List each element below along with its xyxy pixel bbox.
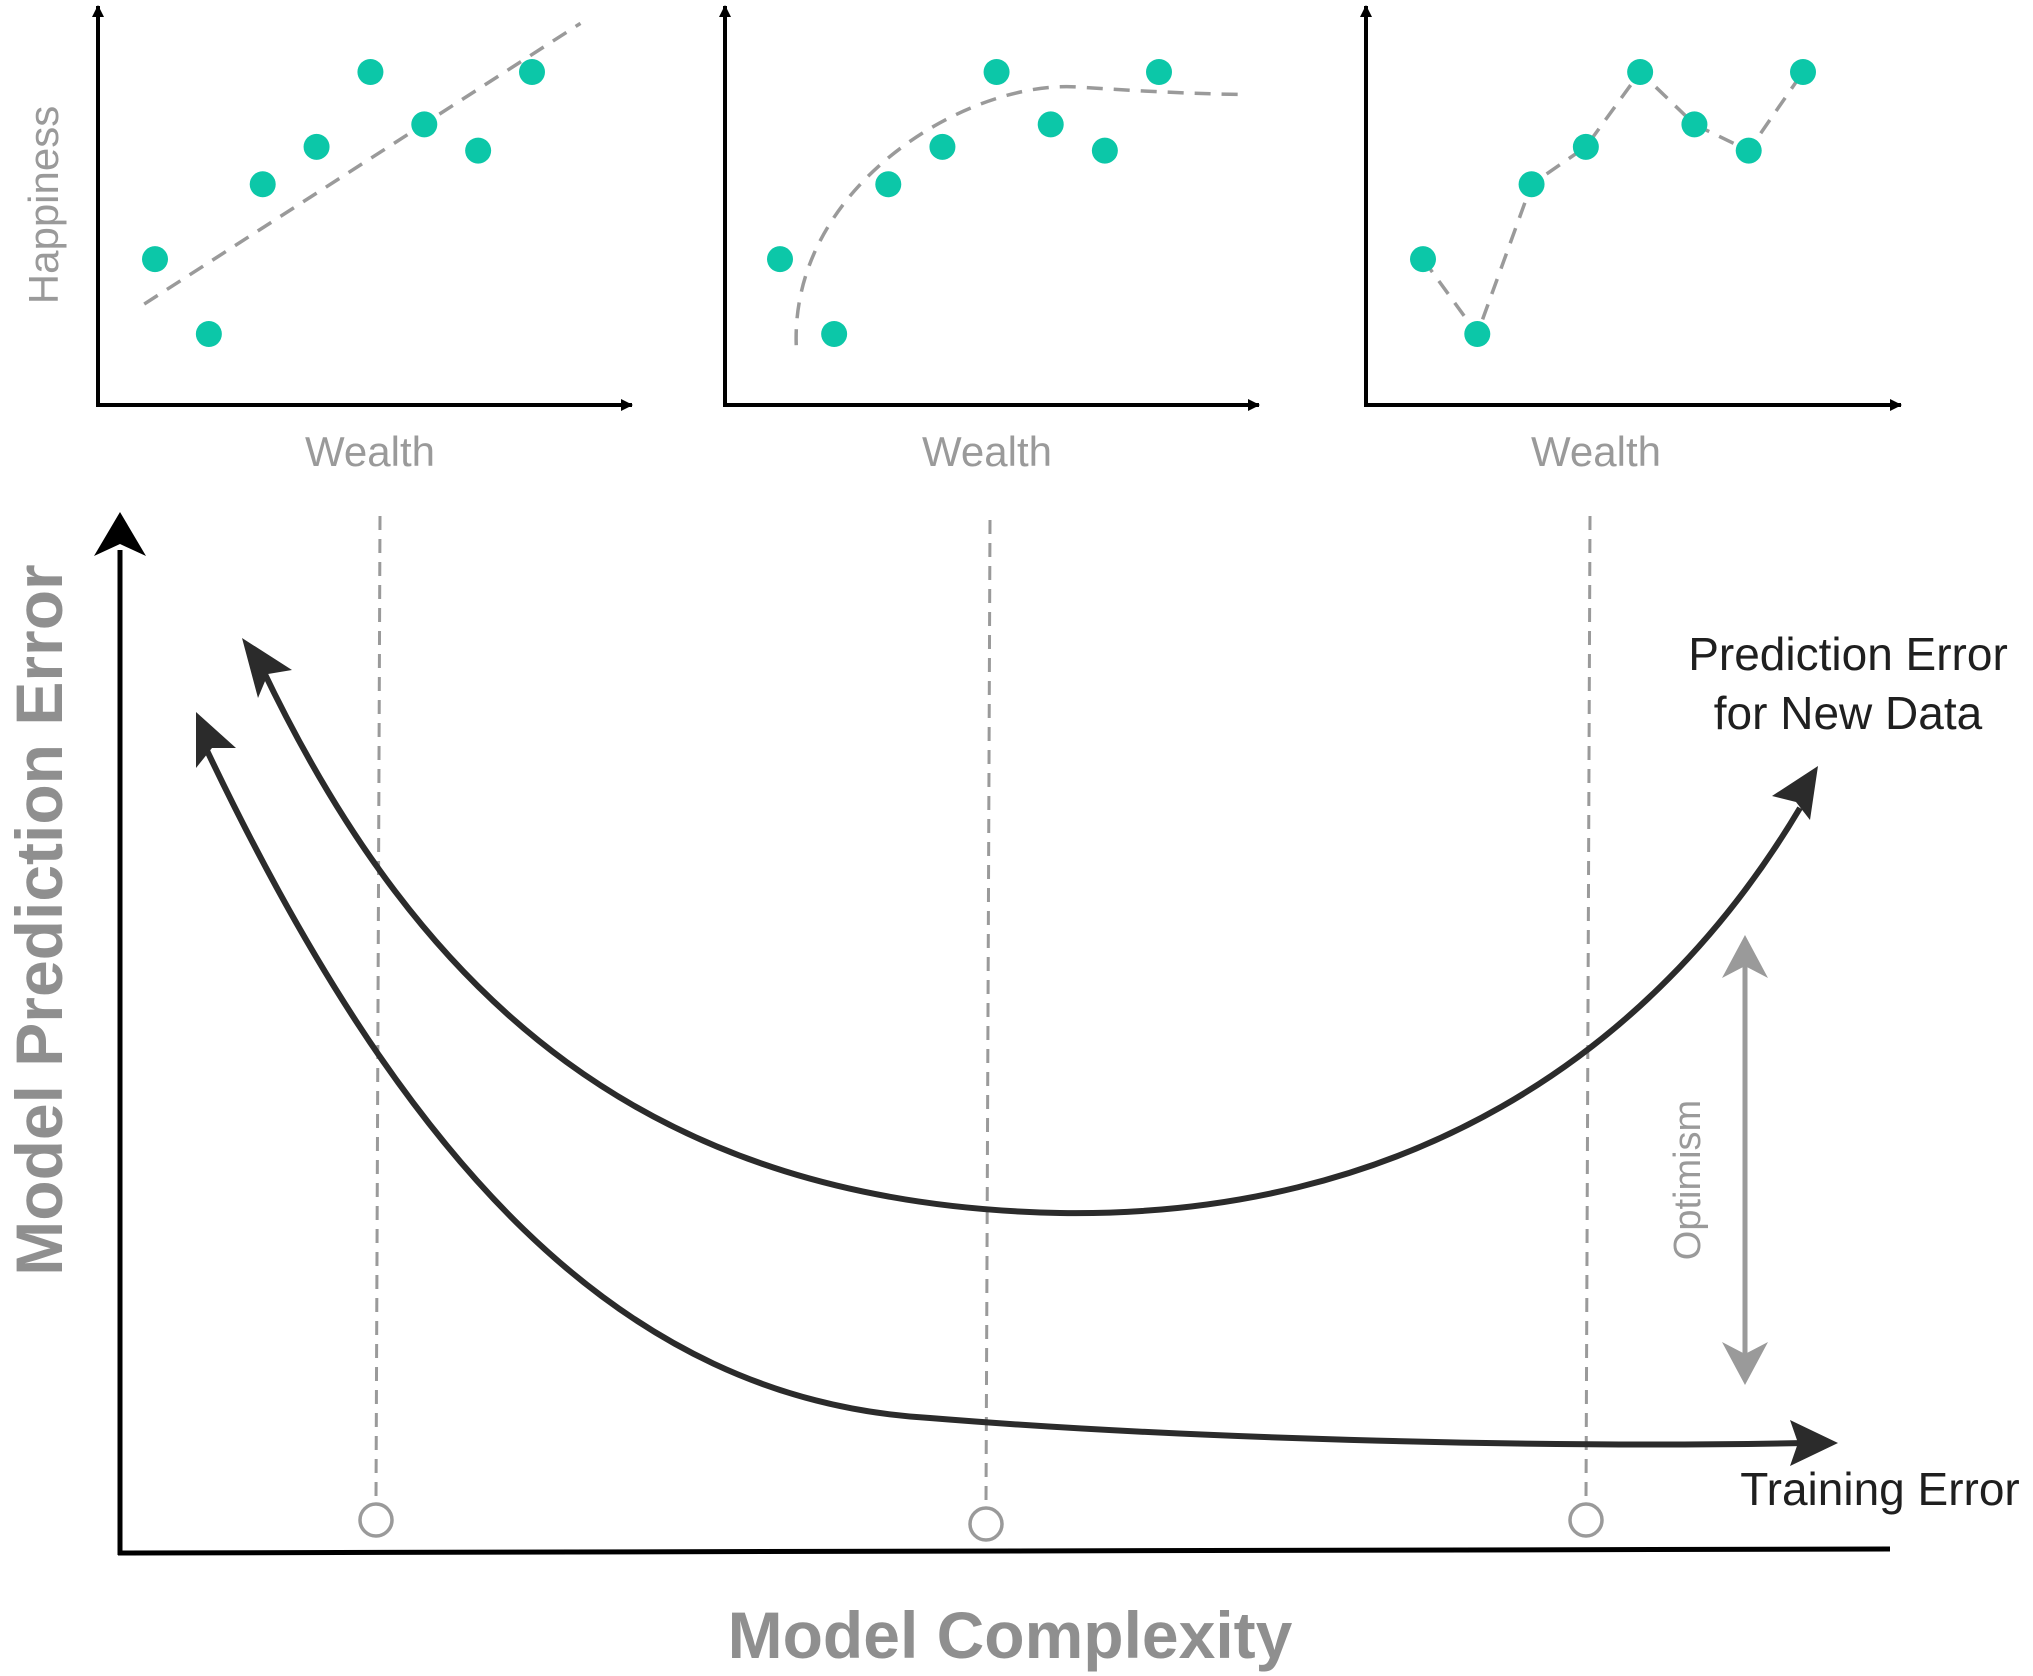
main-y-axis-title: Model Prediction Error <box>2 564 76 1275</box>
training-error-left-arrowhead <box>196 712 236 768</box>
guide-line-balanced <box>984 519 992 1505</box>
panel-2-point-7 <box>1091 137 1118 164</box>
main-x-axis-title: Model Complexity <box>728 1598 1293 1672</box>
panel-3-fit-line <box>1421 69 1805 338</box>
panel-1-x-label: Wealth <box>305 428 435 475</box>
panel-2-fit-line <box>794 84 1246 346</box>
panel-1-point-2 <box>195 321 222 347</box>
guide-line-complex <box>1584 515 1592 1501</box>
panel-2-point-5 <box>983 59 1010 85</box>
scatter-panel-smooth: Wealth <box>719 5 1260 475</box>
panel-3-point-7 <box>1735 137 1762 164</box>
panel-3-point-2 <box>1464 321 1491 347</box>
panel-2-point-6 <box>1037 111 1064 138</box>
panel-1-point-7 <box>465 137 492 164</box>
prediction-error-label-line2: for New Data <box>1714 687 1983 739</box>
training-error-curve <box>199 738 1806 1448</box>
optimism-label: Optimism <box>1667 1100 1709 1260</box>
panel-1-point-6 <box>411 111 438 138</box>
panel-2-x-label: Wealth <box>922 428 1052 475</box>
panel-2-point-8 <box>1146 59 1172 85</box>
prediction-error-left-arrowhead <box>242 638 292 698</box>
main-x-axis <box>117 1546 1891 1556</box>
panel-1-point-4 <box>303 133 330 160</box>
panel-3-point-6 <box>1681 111 1708 138</box>
panel-3-point-5 <box>1627 59 1654 85</box>
panel-1-point-1 <box>142 246 168 273</box>
panel-3-point-8 <box>1790 59 1816 85</box>
panel-1-points <box>142 59 545 347</box>
scatter-panel-linear: Wealth Happiness <box>20 5 633 475</box>
guide-marker-complex <box>1568 1502 1604 1538</box>
panel-3-x-label: Wealth <box>1531 428 1661 475</box>
prediction-error-right-arrowhead <box>1772 766 1818 820</box>
training-error-right-arrowhead <box>1790 1420 1838 1466</box>
panel-1-fit-line <box>143 21 582 306</box>
panel-2-point-2 <box>821 321 848 347</box>
prediction-error-curve <box>259 666 1803 1217</box>
optimism-arrowhead-top <box>1722 935 1768 978</box>
guide-marker-balanced <box>968 1506 1004 1542</box>
prediction-error-label-line1: Prediction Error <box>1688 628 2008 680</box>
panel-1-point-8 <box>519 59 545 85</box>
panel-2-points <box>767 59 1172 347</box>
panel-3-point-3 <box>1518 171 1545 198</box>
panel-1-y-label: Happiness <box>20 106 67 304</box>
training-error-label: Training Error <box>1740 1463 2019 1515</box>
error-vs-complexity-chart: Optimism Prediction Error for New Data T… <box>2 512 2020 1672</box>
guide-line-simple <box>374 515 382 1501</box>
panel-2-point-3 <box>875 171 902 198</box>
panel-1-point-5 <box>357 59 384 85</box>
guide-marker-simple <box>358 1502 394 1538</box>
panel-2-point-4 <box>929 133 956 160</box>
panel-3-point-4 <box>1572 133 1599 160</box>
main-y-axis-arrowhead <box>94 512 146 556</box>
scatter-panel-interpolating: Wealth <box>1360 5 1902 475</box>
panel-3-point-1 <box>1410 246 1436 273</box>
panel-1-point-3 <box>249 171 276 198</box>
panel-2-point-1 <box>767 246 793 273</box>
panel-3-points <box>1410 59 1816 347</box>
optimism-arrowhead-bottom <box>1722 1342 1768 1385</box>
